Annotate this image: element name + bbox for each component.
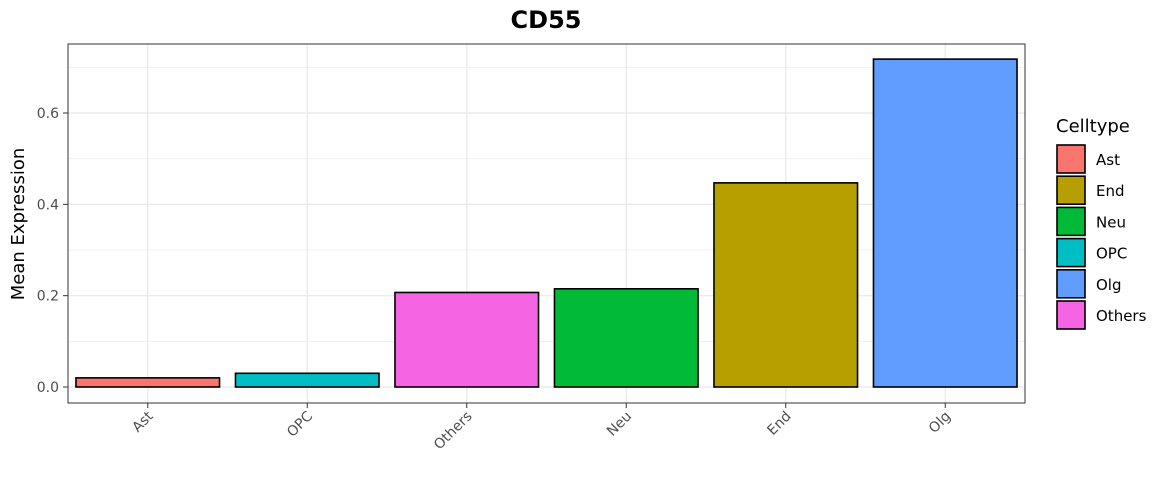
legend-label: Neu xyxy=(1096,213,1126,231)
legend-key-neu xyxy=(1056,206,1086,237)
y-tick-label: 0.4 xyxy=(37,197,59,213)
y-axis: 0.0 0.2 0.4 0.6 xyxy=(37,106,68,396)
bar-neu xyxy=(553,288,699,388)
bar-olg xyxy=(872,58,1018,388)
legend-label: Ast xyxy=(1096,151,1120,169)
bar-others xyxy=(394,291,540,388)
legend-key-others xyxy=(1056,300,1086,330)
y-tick-label: 0.0 xyxy=(37,380,59,396)
bar-end xyxy=(713,182,859,388)
x-tick-label: End xyxy=(764,409,794,439)
legend-label: Olg xyxy=(1096,276,1122,294)
legend-label: OPC xyxy=(1096,245,1127,263)
y-tick-label: 0.6 xyxy=(37,106,59,122)
y-tick-label: 0.2 xyxy=(37,289,59,305)
x-tick-label: OPC xyxy=(284,408,316,440)
bar-opc xyxy=(234,372,380,388)
y-axis-label: Mean Expression xyxy=(8,148,29,300)
plot-panel-border xyxy=(67,43,1026,404)
legend-title: Celltype xyxy=(1056,116,1130,137)
x-axis: Ast OPC Others Neu End Olg xyxy=(129,403,954,453)
legend-key-opc xyxy=(1056,237,1086,268)
bars xyxy=(75,58,1018,388)
x-tick-label: Olg xyxy=(926,409,954,437)
bar-ast xyxy=(75,377,221,388)
minor-gridlines xyxy=(68,66,1025,342)
legend-label: Others xyxy=(1096,307,1147,325)
x-tick-label: Neu xyxy=(604,409,635,440)
legend-label: End xyxy=(1096,182,1125,200)
x-tick-label: Others xyxy=(431,409,476,454)
x-tick-label: Ast xyxy=(129,408,156,435)
legend: Celltype Ast End Neu OPC Olg Others xyxy=(1056,116,1147,330)
legend-key-olg xyxy=(1056,268,1086,299)
legend-key-end xyxy=(1056,175,1086,205)
chart-title: CD55 xyxy=(511,6,582,34)
legend-key-ast xyxy=(1056,144,1086,174)
